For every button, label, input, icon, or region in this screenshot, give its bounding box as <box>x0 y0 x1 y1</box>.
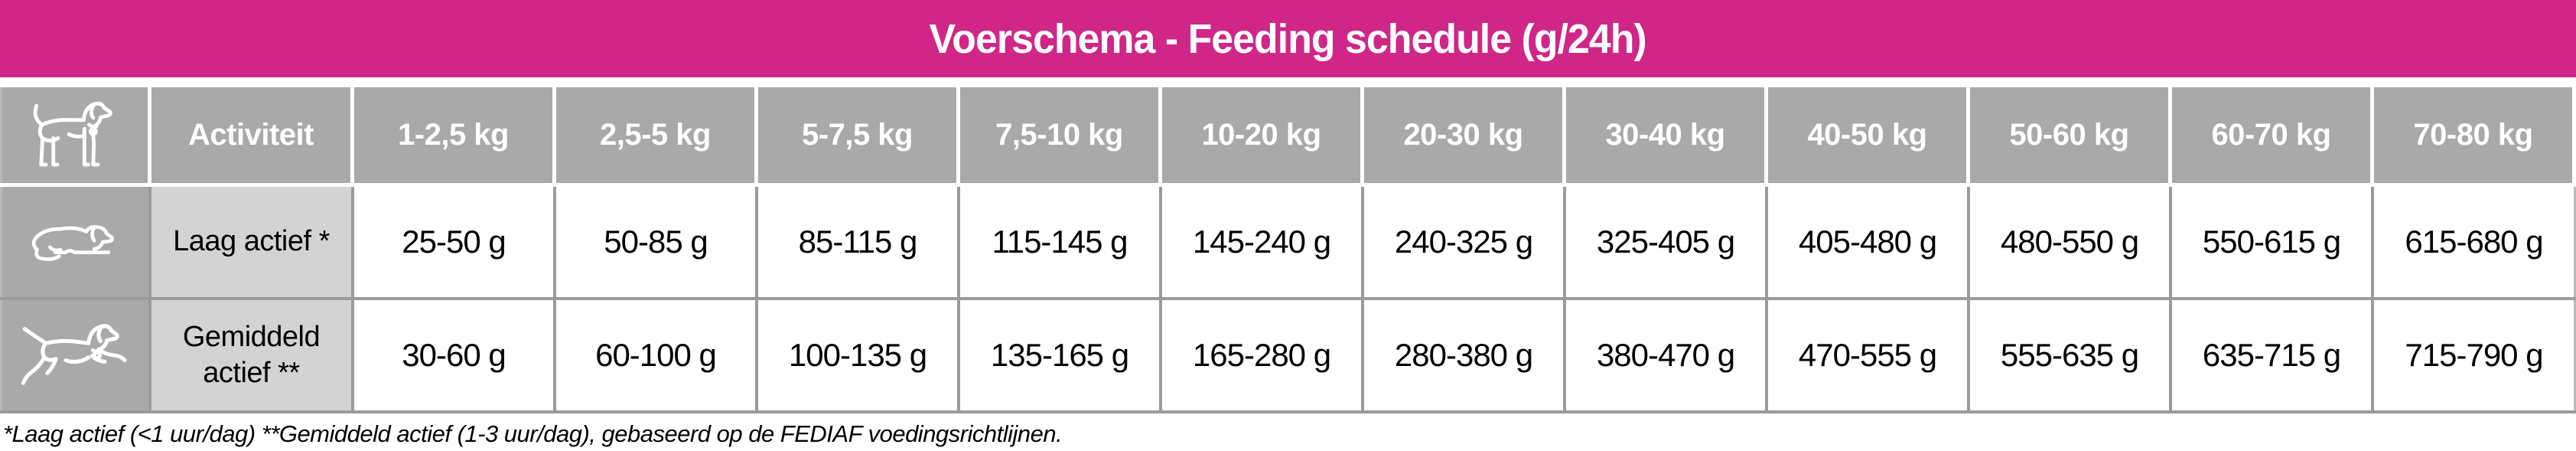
standing-dog-icon-svg <box>33 101 112 166</box>
column-header-weight-4: 7,5-10 kg <box>960 87 1162 183</box>
header-body-divider <box>0 183 2576 187</box>
cell-gemiddeld-8: 470-555 g <box>1768 300 1970 410</box>
column-header-weight-2: 2,5-5 kg <box>556 87 758 183</box>
table-row-gemiddeld-actief: Gemiddeld actief ** 30-60 g 60-100 g 100… <box>0 300 2576 410</box>
banner-table-divider <box>0 77 2576 87</box>
cell-laag-8: 405-480 g <box>1768 187 1970 297</box>
footnote-area: *Laag actief (<1 uur/dag) **Gemiddeld ac… <box>0 413 2576 451</box>
cell-laag-4: 115-145 g <box>960 187 1162 297</box>
column-header-weight-5: 10-20 kg <box>1162 87 1364 183</box>
column-header-weight-7: 30-40 kg <box>1566 87 1768 183</box>
running-dog-icon <box>2 300 151 410</box>
cell-laag-10: 550-615 g <box>2172 187 2374 297</box>
column-header-weight-9: 50-60 kg <box>1970 87 2172 183</box>
column-header-weight-11: 70-80 kg <box>2374 87 2576 183</box>
cell-gemiddeld-2: 60-100 g <box>556 300 758 410</box>
lying-dog-icon-svg <box>31 225 114 261</box>
table-header-row: Activiteit 1-2,5 kg 2,5-5 kg 5-7,5 kg 7,… <box>0 87 2576 183</box>
cell-laag-5: 145-240 g <box>1162 187 1364 297</box>
cell-gemiddeld-3: 100-135 g <box>758 300 960 410</box>
cell-gemiddeld-7: 380-470 g <box>1566 300 1768 410</box>
cell-gemiddeld-5: 165-280 g <box>1162 300 1364 410</box>
lying-dog-icon <box>2 187 151 297</box>
cell-laag-2: 50-85 g <box>556 187 758 297</box>
column-header-weight-1: 1-2,5 kg <box>354 87 556 183</box>
table-row-laag-actief: Laag actief * 25-50 g 50-85 g 85-115 g 1… <box>0 187 2576 297</box>
row-divider <box>0 297 2576 300</box>
cell-laag-11: 615-680 g <box>2374 187 2576 297</box>
cell-laag-6: 240-325 g <box>1364 187 1566 297</box>
cell-gemiddeld-1: 30-60 g <box>354 300 556 410</box>
row-label-laag-actief: Laag actief * <box>151 187 354 297</box>
column-header-activiteit: Activiteit <box>151 87 354 183</box>
footnote: *Laag actief (<1 uur/dag) **Gemiddeld ac… <box>3 420 1063 447</box>
banner: Voerschema - Feeding schedule (g/24h) <box>0 0 2576 77</box>
running-dog-icon-svg <box>21 324 127 385</box>
cell-gemiddeld-10: 635-715 g <box>2172 300 2374 410</box>
cell-gemiddeld-6: 280-380 g <box>1364 300 1566 410</box>
column-header-weight-8: 40-50 kg <box>1768 87 1970 183</box>
row-label-gemiddeld-actief: Gemiddeld actief ** <box>151 300 354 410</box>
cell-laag-3: 85-115 g <box>758 187 960 297</box>
cell-laag-9: 480-550 g <box>1970 187 2172 297</box>
column-header-weight-10: 60-70 kg <box>2172 87 2374 183</box>
cell-gemiddeld-9: 555-635 g <box>1970 300 2172 410</box>
column-header-weight-3: 5-7,5 kg <box>758 87 960 183</box>
page-title: Voerschema - Feeding schedule (g/24h) <box>929 15 1647 62</box>
cell-gemiddeld-4: 135-165 g <box>960 300 1162 410</box>
cell-laag-7: 325-405 g <box>1566 187 1768 297</box>
cell-gemiddeld-11: 715-790 g <box>2374 300 2576 410</box>
column-header-weight-6: 20-30 kg <box>1364 87 1566 183</box>
table-bottom-border <box>0 410 2576 413</box>
standing-dog-icon <box>2 87 151 183</box>
cell-laag-1: 25-50 g <box>354 187 556 297</box>
